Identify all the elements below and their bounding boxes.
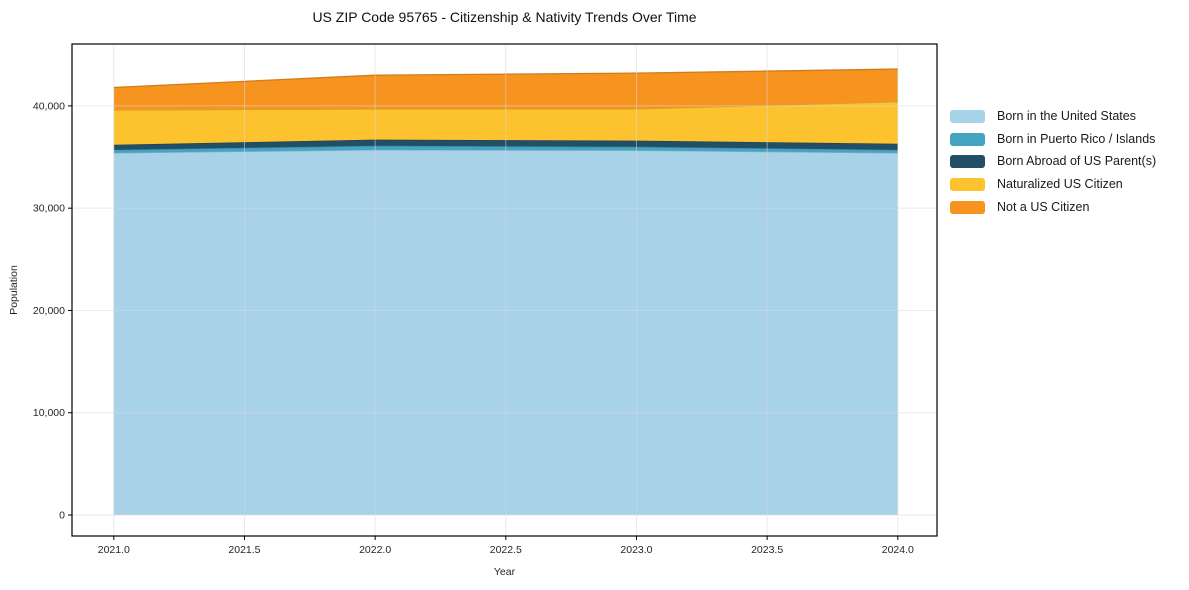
x-tick-label: 2021.0 xyxy=(98,544,130,556)
x-tick-label: 2022.0 xyxy=(359,544,391,556)
legend-item-born-abroad-of-us-parent-s: Born Abroad of US Parent(s) xyxy=(950,154,1157,169)
legend-item-born-in-puerto-rico-islands: Born in Puerto Rico / Islands xyxy=(950,131,1156,146)
legend-swatch-icon xyxy=(950,200,985,214)
y-tick-label: 40,000 xyxy=(33,100,65,112)
legend-item-born-in-the-united-states: Born in the United States xyxy=(950,110,1156,123)
legend-label: Born in the United States xyxy=(997,109,1136,123)
legend-swatch-icon xyxy=(950,110,985,123)
x-tick-label: 2021.5 xyxy=(228,544,260,556)
legend-swatch-icon xyxy=(950,155,985,169)
y-tick-label: 0 xyxy=(59,510,65,522)
legend-label: Not a US Citizen xyxy=(997,199,1090,214)
legend-item-naturalized-us-citizen: Naturalized US Citizen xyxy=(950,177,1156,192)
x-tick-label: 2023.0 xyxy=(620,544,652,556)
x-tick-label: 2022.5 xyxy=(490,544,522,556)
legend-label: Born Abroad of US Parent(s) xyxy=(997,154,1157,169)
y-tick-label: 10,000 xyxy=(33,407,65,419)
y-axis-label: Population xyxy=(8,265,20,315)
legend-label: Born in Puerto Rico / Islands xyxy=(997,131,1156,146)
y-tick-label: 30,000 xyxy=(33,203,65,215)
x-tick-label: 2024.0 xyxy=(882,544,914,556)
chart-title: US ZIP Code 95765 - Citizenship & Nativi… xyxy=(312,9,697,25)
y-tick-label: 20,000 xyxy=(33,305,65,317)
legend: Born in the United States Born in Puerto … xyxy=(950,110,1156,223)
x-axis-label: Year xyxy=(493,566,516,578)
legend-swatch-icon xyxy=(950,178,985,192)
legend-swatch-icon xyxy=(950,132,985,146)
legend-label: Naturalized US Citizen xyxy=(997,177,1123,192)
x-tick-label: 2023.5 xyxy=(751,544,783,556)
legend-item-not-a-us-citizen: Not a US Citizen xyxy=(950,199,1156,214)
plot-border xyxy=(71,43,938,537)
